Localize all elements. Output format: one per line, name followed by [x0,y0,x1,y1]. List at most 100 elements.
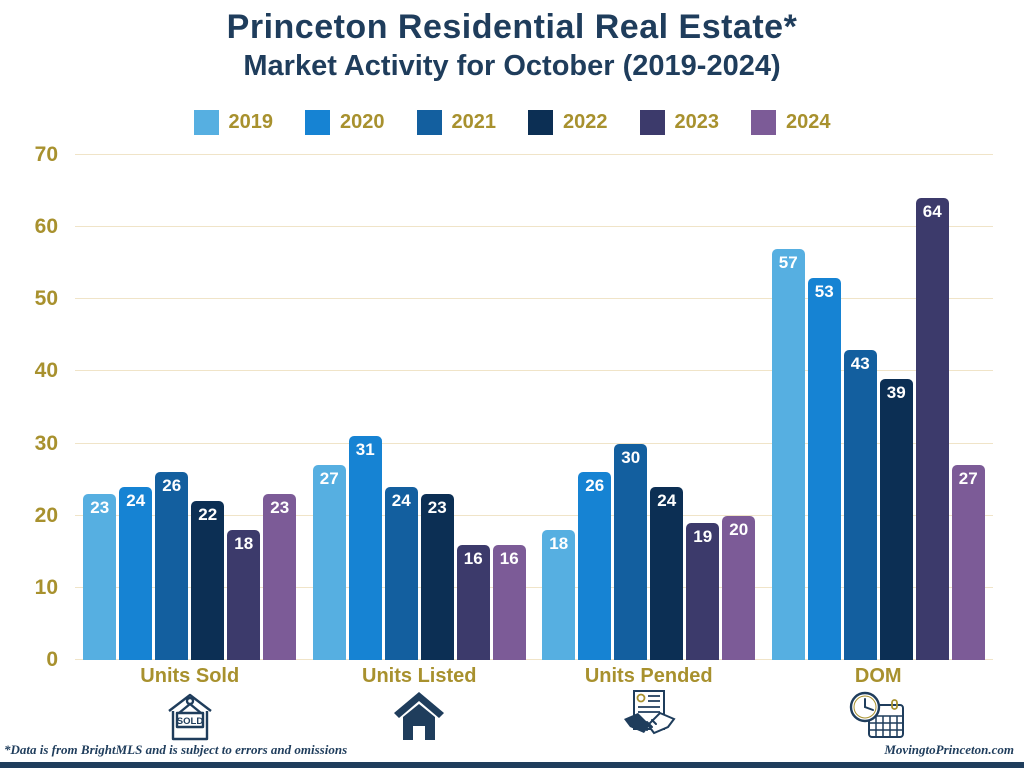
category-label: DOM [854,665,902,687]
bar-value-label: 39 [886,382,906,402]
bar-2023: 64 [915,198,949,660]
bar-2024: 27 [951,465,985,660]
y-tick-label: 0 [46,648,58,671]
chart-title-line1: Princeton Residential Real Estate* [226,8,798,46]
bar-value-label: 22 [198,505,218,525]
legend-swatch [305,110,330,135]
legend-label: 2022 [563,111,608,133]
legend-label: 2019 [228,111,274,133]
bar-2021: 24 [384,486,418,660]
bottom-accent-bar [0,762,1024,768]
bar-value-label: 27 [958,469,978,489]
legend-item-2019: 2019 [193,110,274,135]
bar-value-label: 57 [778,252,798,272]
gridline [75,659,993,660]
bar-2023: 16 [456,544,490,660]
bar-groups: 23 24 26 22 18 23 27 31 24 23 16 16 18 26 30 24 19 20 57 53… [75,155,993,660]
gridline [75,370,993,372]
gridline [75,586,993,588]
bar-group-units-sold: 23 24 26 22 18 23 [75,155,305,660]
category-dom: DOM [764,665,994,743]
bar-2019: 27 [312,465,346,660]
legend-swatch [416,110,442,135]
bar-value-label: 18 [234,534,254,554]
bar-value-label: 26 [585,476,605,496]
bar-value-label: 23 [90,498,110,518]
clock-calendar-icon [764,689,994,743]
bar-value-label: 64 [922,202,942,222]
bar-2020: 53 [807,277,841,660]
bar-2023: 18 [227,530,261,660]
legend-label: 2021 [451,111,497,133]
y-tick-label: 30 [34,431,58,455]
bar-value-label: 16 [499,548,519,568]
legend-swatch [193,110,219,135]
bar-2023: 19 [686,522,720,660]
legend-item-2023: 2023 [639,110,720,135]
bar-value-label: 31 [355,440,375,460]
svg-text:SOLD: SOLD [177,716,204,727]
legend-swatch [639,110,665,135]
y-tick-label: 70 [34,143,58,166]
bar-value-label: 30 [621,447,641,467]
legend-item-2021: 2021 [416,110,497,135]
legend-item-2020: 2020 [305,110,385,135]
bar-group-dom: 57 53 43 39 64 27 [764,155,994,660]
bar-2024: 16 [492,544,526,660]
y-tick-label: 60 [34,215,58,239]
legend-swatch [751,110,776,135]
bar-value-label: 53 [814,281,834,301]
website-link[interactable]: MovingtoPrinceton.com [884,742,1014,757]
bar-2019: 23 [83,494,117,660]
sold-house-icon: SOLD [75,689,305,743]
category-units-sold: Units Sold SOLD [75,665,305,743]
bar-value-label: 16 [463,548,483,568]
category-label: Units Sold [140,665,240,687]
data-disclaimer: *Data is from BrightMLS and is subject t… [4,742,348,757]
handshake-document-icon [534,689,764,743]
chart-title: Princeton Residential Real Estate* Marke… [0,6,1024,83]
legend-label: 2023 [674,111,720,133]
y-axis: 0 10 20 30 40 50 60 70 [0,143,66,671]
plot-area: 23 24 26 22 18 23 27 31 24 23 16 16 18 26 30 24 19 20 57 53… [75,154,993,660]
bar-value-label: 24 [657,490,677,510]
bar-value-label: 18 [549,534,569,554]
bar-value-label: 24 [126,490,146,510]
bar-value-label: 24 [391,490,411,510]
bar-2024: 23 [263,494,297,660]
legend-item-2022: 2022 [528,110,608,135]
bar-value-label: 23 [270,498,290,518]
x-axis-labels: Units Sold SOLD Units Listed [75,665,993,743]
gridline [75,154,993,155]
legend-swatch [528,110,553,135]
bar-2022: 22 [191,501,225,660]
bar-2021: 30 [614,443,648,660]
y-tick-label: 10 [34,575,58,599]
y-tick-label: 50 [34,287,58,311]
legend: 2019 2020 2021 2022 2023 2024 [0,110,1024,135]
bar-2022: 24 [650,486,684,660]
category-label: Units Pended [584,665,713,687]
category-units-listed: Units Listed [305,665,535,743]
bar-group-units-listed: 27 31 24 23 16 16 [305,155,535,660]
bar-value-label: 20 [729,519,749,539]
house-icon [305,689,535,743]
bar-value-label: 19 [693,526,713,546]
bar-value-label: 26 [162,476,182,496]
y-tick-label: 40 [34,359,58,383]
category-units-pended: Units Pended [534,665,764,743]
bar-2022: 23 [420,494,454,660]
bar-2019: 57 [771,248,805,660]
bar-2019: 18 [542,530,576,660]
legend-label: 2024 [786,111,831,133]
chart-title-line2: Market Activity for October (2019-2024) [243,49,781,82]
bar-2024: 20 [722,515,756,660]
gridline [75,298,993,300]
bar-2020: 24 [119,486,153,660]
bar-2021: 43 [843,349,877,660]
gridline [75,514,993,516]
gridline [75,226,993,228]
bar-2020: 26 [578,472,612,660]
bar-value-label: 27 [319,469,339,489]
bar-value-label: 43 [850,353,870,373]
